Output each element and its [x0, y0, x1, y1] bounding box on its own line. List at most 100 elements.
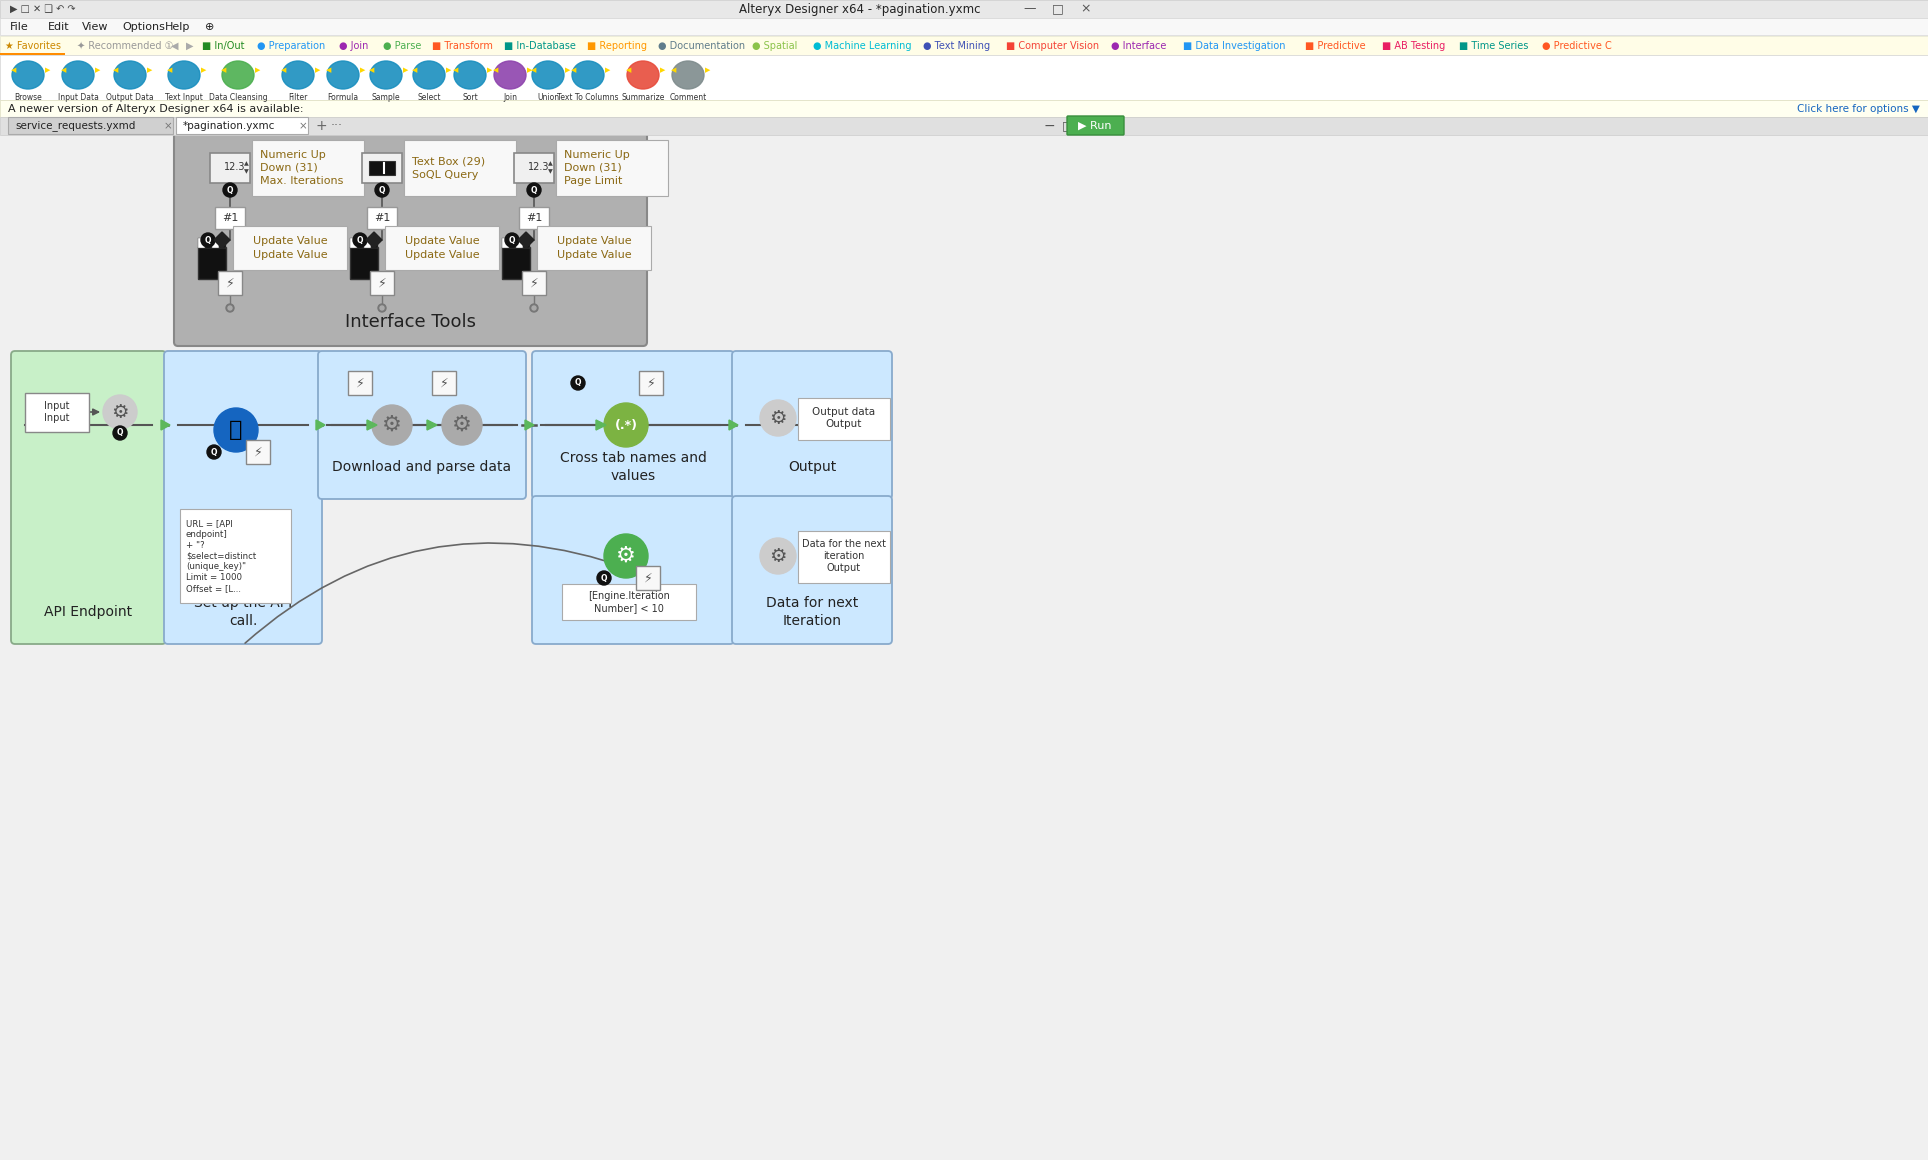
Text: ◀: ◀: [494, 67, 497, 73]
Text: 🔬: 🔬: [229, 420, 243, 440]
Text: ◀: ◀: [671, 67, 677, 73]
Text: A newer version of Alteryx Designer x64 is available:: A newer version of Alteryx Designer x64 …: [8, 104, 303, 114]
Circle shape: [380, 306, 384, 310]
FancyBboxPatch shape: [561, 583, 696, 619]
FancyBboxPatch shape: [164, 351, 322, 644]
FancyBboxPatch shape: [370, 271, 393, 295]
Circle shape: [760, 538, 796, 574]
FancyBboxPatch shape: [555, 140, 667, 196]
Text: Update Value
Update Value: Update Value Update Value: [253, 237, 328, 260]
Ellipse shape: [413, 61, 445, 89]
Text: ▶: ▶: [565, 67, 571, 73]
FancyBboxPatch shape: [798, 531, 891, 583]
Ellipse shape: [494, 61, 526, 89]
Text: Browse: Browse: [13, 93, 42, 102]
Text: #1: #1: [222, 213, 239, 223]
Text: ▶: ▶: [488, 67, 492, 73]
Circle shape: [598, 571, 611, 585]
Text: ⚙: ⚙: [769, 408, 787, 428]
FancyBboxPatch shape: [351, 247, 378, 280]
Ellipse shape: [12, 61, 44, 89]
Text: Data for next
Iteration: Data for next Iteration: [765, 596, 858, 628]
FancyBboxPatch shape: [0, 135, 1928, 1160]
FancyBboxPatch shape: [233, 226, 347, 270]
Text: ■ Computer Vision: ■ Computer Vision: [1006, 41, 1099, 51]
Text: ◀: ◀: [368, 67, 374, 73]
Text: ● Interface: ● Interface: [1111, 41, 1166, 51]
FancyBboxPatch shape: [366, 206, 397, 229]
Text: ▲: ▲: [245, 161, 249, 167]
Text: ◀: ◀: [413, 67, 416, 73]
Text: #1: #1: [374, 213, 389, 223]
Text: □: □: [1053, 2, 1064, 15]
FancyBboxPatch shape: [532, 496, 735, 644]
Text: ···: ···: [330, 119, 343, 132]
FancyBboxPatch shape: [204, 238, 212, 248]
Text: ◀: ◀: [170, 41, 177, 51]
Polygon shape: [366, 420, 378, 430]
Text: ★ Favorites: ★ Favorites: [6, 41, 62, 51]
FancyBboxPatch shape: [175, 117, 307, 135]
Text: Interface Tools: Interface Tools: [345, 313, 476, 331]
FancyBboxPatch shape: [0, 100, 1928, 117]
Text: ● Parse: ● Parse: [384, 41, 422, 51]
Text: 12.3: 12.3: [528, 162, 549, 172]
FancyBboxPatch shape: [220, 238, 226, 248]
Text: Click here for options ▼: Click here for options ▼: [1797, 104, 1920, 114]
FancyBboxPatch shape: [174, 123, 648, 346]
Text: File: File: [10, 22, 29, 32]
Text: Output Data: Output Data: [106, 93, 154, 102]
FancyBboxPatch shape: [370, 238, 378, 248]
Ellipse shape: [62, 61, 94, 89]
Text: ⚙: ⚙: [382, 415, 403, 435]
Circle shape: [760, 400, 796, 436]
Text: Sort: Sort: [463, 93, 478, 102]
Text: Q: Q: [575, 378, 580, 387]
Text: ▼: ▼: [245, 169, 249, 174]
FancyBboxPatch shape: [351, 238, 357, 248]
Ellipse shape: [673, 61, 704, 89]
FancyBboxPatch shape: [509, 238, 517, 248]
Polygon shape: [214, 232, 229, 248]
Text: Summarize: Summarize: [621, 93, 665, 102]
FancyBboxPatch shape: [501, 247, 530, 280]
Text: ⚡: ⚡: [530, 276, 538, 290]
Text: Input Data: Input Data: [58, 93, 98, 102]
Circle shape: [102, 396, 137, 429]
Text: ▶: ▶: [659, 67, 665, 73]
Text: ■ Reporting: ■ Reporting: [586, 41, 646, 51]
Ellipse shape: [222, 61, 254, 89]
Text: Q: Q: [602, 573, 607, 582]
Text: ● Documentation: ● Documentation: [657, 41, 746, 51]
FancyBboxPatch shape: [0, 0, 1928, 19]
Text: Output: Output: [789, 461, 837, 474]
Text: ▶: ▶: [201, 67, 206, 73]
Text: Q: Q: [378, 186, 386, 195]
FancyBboxPatch shape: [362, 153, 403, 183]
Circle shape: [505, 233, 519, 247]
Text: ■ Time Series: ■ Time Series: [1459, 41, 1529, 51]
FancyBboxPatch shape: [733, 496, 893, 644]
Circle shape: [571, 376, 584, 390]
Text: ⚙: ⚙: [451, 415, 472, 435]
FancyBboxPatch shape: [247, 440, 270, 464]
Text: Download and parse data: Download and parse data: [332, 461, 511, 474]
FancyBboxPatch shape: [0, 117, 1928, 135]
Text: ● Join: ● Join: [339, 41, 368, 51]
Ellipse shape: [453, 61, 486, 89]
FancyBboxPatch shape: [532, 351, 735, 499]
FancyBboxPatch shape: [0, 53, 66, 55]
Ellipse shape: [370, 61, 403, 89]
Text: service_requests.yxmd: service_requests.yxmd: [15, 121, 135, 131]
FancyBboxPatch shape: [0, 36, 1928, 55]
Polygon shape: [596, 420, 605, 430]
Text: #1: #1: [526, 213, 542, 223]
Text: ▶ □ ✕ ❑ ↶ ↷: ▶ □ ✕ ❑ ↶ ↷: [10, 3, 75, 14]
Text: ◀: ◀: [627, 67, 630, 73]
Circle shape: [378, 304, 386, 312]
Text: ◀: ◀: [168, 67, 172, 73]
Text: ● Machine Learning: ● Machine Learning: [812, 41, 912, 51]
FancyBboxPatch shape: [212, 238, 220, 248]
Circle shape: [526, 183, 542, 197]
Circle shape: [114, 426, 127, 440]
